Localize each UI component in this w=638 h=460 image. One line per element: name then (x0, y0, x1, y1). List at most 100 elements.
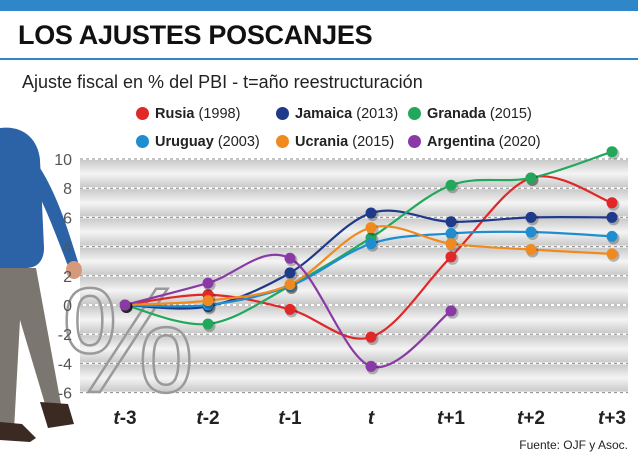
legend-year: (2013) (356, 106, 399, 122)
y-tick-label: -6 (58, 386, 72, 403)
x-tick-variable: t (517, 408, 524, 429)
data-point-rusia (445, 251, 457, 263)
x-tick-variable: t (437, 408, 444, 429)
top-accent-bar (0, 0, 638, 11)
y-tick-label: 6 (63, 210, 72, 227)
data-point-ucrania (284, 279, 296, 291)
legend-label: Uruguay (155, 134, 218, 150)
page-title: LOS AJUSTES POSCANJES (18, 20, 373, 50)
legend-dot (276, 107, 289, 120)
y-tick-label: 2 (63, 269, 72, 286)
data-point-argentina (365, 360, 377, 372)
data-point-argentina (202, 277, 214, 289)
x-tick-variable: t (368, 408, 375, 429)
source-note: Fuente: OJF y Asoc. (519, 438, 628, 452)
person-sweater (0, 127, 44, 268)
y-tick-label: 0 (63, 298, 72, 315)
chart-subtitle: Ajuste fiscal en % del PBI - t=año reest… (22, 72, 423, 92)
chart-legend: Rusia (1998) Jamaica (2013) Granada (2015)… (0, 0, 638, 160)
data-point-granada (445, 179, 457, 191)
grid-band (80, 335, 628, 363)
legend-label: Argentina (427, 134, 499, 150)
legend-year: (2003) (217, 134, 260, 150)
x-tick-offset: +3 (604, 408, 626, 429)
x-tick-offset: -2 (203, 408, 220, 429)
x-tick-label: t+1 (437, 408, 465, 429)
data-point-granada (525, 172, 537, 184)
legend-label: Rusia (155, 106, 199, 122)
data-point-ucrania (202, 295, 214, 307)
data-point-rusia (365, 331, 377, 343)
data-point-ucrania (525, 244, 537, 256)
x-tick-label: t-2 (196, 408, 219, 429)
legend-item-granada: Granada (2015) (408, 106, 532, 122)
y-tick-label: -2 (58, 327, 72, 344)
y-tick-label: 8 (63, 181, 72, 198)
y-tick-label: 4 (63, 240, 72, 257)
legend-dot (276, 135, 289, 148)
data-point-uruguay (445, 227, 457, 239)
legend-dot (408, 107, 421, 120)
title-divider (0, 58, 638, 60)
grid-band (80, 189, 628, 217)
legend-label: Granada (427, 106, 490, 122)
x-tick-offset: -1 (285, 408, 302, 429)
legend-dot (408, 135, 421, 148)
data-point-ucrania (365, 222, 377, 234)
data-point-granada (202, 318, 214, 330)
legend-year: (2015) (489, 106, 532, 122)
data-point-granada (606, 146, 618, 158)
x-tick-label: t+2 (517, 408, 545, 429)
legend-dot (136, 135, 149, 148)
person-shoe-back (0, 422, 36, 442)
data-point-jamaica (606, 211, 618, 223)
data-point-jamaica (525, 211, 537, 223)
x-tick-variable: t (598, 408, 605, 429)
x-tick-offset: -3 (120, 408, 137, 429)
x-tick-variable: t (278, 408, 285, 429)
grid-band (80, 276, 628, 304)
data-point-rusia (284, 303, 296, 315)
grid-band (80, 364, 628, 392)
x-tick-label: t+3 (598, 408, 626, 429)
data-point-uruguay (365, 238, 377, 250)
data-point-jamaica (284, 267, 296, 279)
legend-label: Jamaica (295, 106, 357, 122)
x-tick-label: t (368, 408, 375, 429)
data-point-argentina (119, 299, 131, 311)
data-point-ucrania (606, 248, 618, 260)
legend-year: (1998) (198, 106, 241, 122)
legend-dot (136, 107, 149, 120)
data-point-jamaica (445, 216, 457, 228)
y-tick-label: 10 (54, 152, 72, 169)
data-point-argentina (445, 305, 457, 317)
x-tick-variable: t (196, 408, 203, 429)
x-tick-offset: +1 (443, 408, 465, 429)
person-shoe-front (40, 402, 74, 428)
data-point-argentina (284, 252, 296, 264)
legend-item-argentina: Argentina (2020) (408, 134, 541, 150)
x-tick-variable: t (113, 408, 120, 429)
legend-item-ucrania: Ucrania (2015) (276, 134, 394, 150)
person-arm (36, 168, 78, 266)
data-point-uruguay (606, 230, 618, 242)
legend-item-rusia: Rusia (1998) (136, 106, 240, 122)
person-hand (66, 261, 82, 279)
x-tick-label: t-1 (278, 408, 302, 429)
data-point-jamaica (365, 207, 377, 219)
grid-band (80, 160, 628, 188)
percent-watermark: % (61, 256, 194, 424)
data-point-ucrania (445, 238, 457, 250)
y-tick-label: -4 (58, 356, 72, 373)
person-trousers (0, 268, 62, 432)
x-tick-offset: +2 (523, 408, 545, 429)
legend-year: (2020) (498, 134, 541, 150)
data-point-uruguay (525, 226, 537, 238)
legend-label: Ucrania (295, 134, 353, 150)
legend-item-uruguay: Uruguay (2003) (136, 134, 260, 150)
walking-person-illustration (0, 127, 82, 442)
legend-year: (2015) (352, 134, 395, 150)
x-tick-label: t-3 (113, 408, 136, 429)
data-point-rusia (606, 197, 618, 209)
